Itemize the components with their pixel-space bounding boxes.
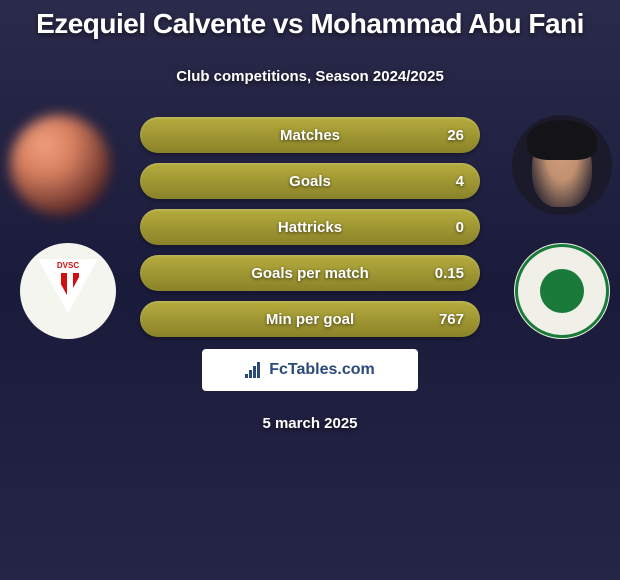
stats-column: Matches 26 Goals 4 Hattricks 0 Goals per…: [140, 115, 480, 337]
comparison-area: Matches 26 Goals 4 Hattricks 0 Goals per…: [0, 115, 620, 337]
stat-row-goals: Goals 4: [140, 163, 480, 199]
stat-value-right: 767: [439, 311, 464, 328]
stat-value-right: 4: [456, 173, 464, 190]
stat-row-gpm: Goals per match 0.15: [140, 255, 480, 291]
stat-row-hattricks: Hattricks 0: [140, 209, 480, 245]
stat-label: Min per goal: [266, 311, 354, 328]
subtitle: Club competitions, Season 2024/2025: [0, 68, 620, 85]
stat-label: Matches: [280, 127, 340, 144]
stat-label: Goals per match: [251, 265, 369, 282]
stat-row-mpg: Min per goal 767: [140, 301, 480, 337]
stat-value-right: 26: [447, 127, 464, 144]
page-title: Ezequiel Calvente vs Mohammad Abu Fani: [0, 0, 620, 40]
player-left-avatar: [10, 115, 110, 215]
date-text: 5 march 2025: [0, 415, 620, 432]
brand-text: FcTables.com: [269, 361, 375, 379]
stat-label: Hattricks: [278, 219, 342, 236]
stat-value-right: 0.15: [435, 265, 464, 282]
stat-value-right: 0: [456, 219, 464, 236]
club-left-crest: [20, 243, 116, 339]
crest-left-stripes-icon: [49, 273, 87, 297]
brand-badge: FcTables.com: [202, 349, 418, 391]
chart-icon: [245, 362, 263, 378]
stat-row-matches: Matches 26: [140, 117, 480, 153]
stat-label: Goals: [289, 173, 331, 190]
club-right-crest: [514, 243, 610, 339]
player-right-avatar: [512, 115, 612, 215]
